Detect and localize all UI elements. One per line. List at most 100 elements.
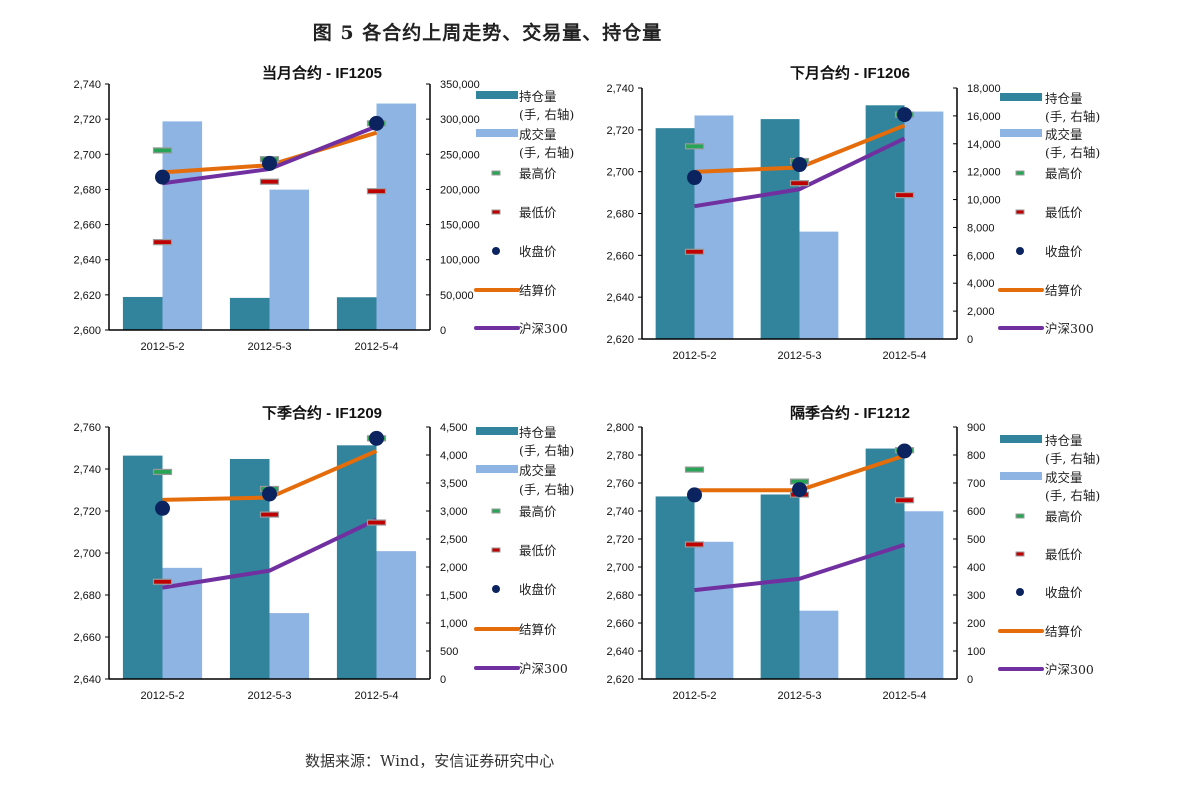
- close-price-dot: [155, 500, 170, 516]
- x-tick-label: 2012-5-4: [354, 690, 398, 702]
- volume-bar: [904, 111, 944, 340]
- right-tick-label: 500: [440, 646, 458, 658]
- legend-label-hs300: 沪深300: [519, 661, 568, 676]
- high-price-marker: [152, 468, 173, 476]
- left-tick-label: 2,700: [606, 562, 634, 574]
- low-price-marker: [152, 578, 173, 585]
- hs300-line: [162, 517, 378, 590]
- legend-marker-high: [1015, 513, 1025, 519]
- high-price-marker: [684, 143, 705, 150]
- right-tick-label: 0: [967, 334, 973, 346]
- legend-label-high: 最高价: [1045, 509, 1083, 524]
- low-price-marker: [366, 519, 387, 526]
- legend-marker-low: [491, 547, 501, 553]
- left-tick-label: 2,680: [73, 184, 101, 196]
- legend-label-high: 最高价: [519, 504, 557, 519]
- hs300-line: [694, 542, 906, 593]
- close-price-dot: [155, 169, 170, 185]
- left-tick-label: 2,680: [73, 590, 101, 602]
- legend-label-volume: 成交量: [519, 127, 557, 142]
- legend-label-hs300: 沪深300: [519, 321, 568, 336]
- x-tick-label: 2012-5-3: [247, 341, 291, 353]
- legend-label-settle: 结算价: [1045, 283, 1083, 298]
- legend-label-high: 最高价: [519, 166, 557, 181]
- left-tick-label: 2,640: [606, 292, 634, 304]
- right-tick-label: 2,000: [440, 562, 468, 574]
- open-interest-bar: [655, 496, 695, 679]
- open-interest-bar: [122, 296, 163, 330]
- volume-bar: [376, 103, 417, 330]
- low-price-marker: [684, 541, 705, 548]
- left-tick-label: 2,680: [606, 590, 634, 602]
- legend-label-open-interest-axis: (手, 右轴): [519, 443, 574, 458]
- low-price-marker: [894, 191, 915, 199]
- legend-label-open-interest-axis: (手, 右轴): [519, 107, 574, 122]
- right-tick-label: 2,000: [967, 306, 995, 318]
- chart-title: 下季合约 - IF1209: [262, 404, 382, 422]
- x-tick-label: 2012-5-4: [882, 690, 926, 702]
- high-price-marker: [684, 466, 705, 473]
- left-tick-label: 2,740: [73, 464, 101, 476]
- legend-marker-high: [491, 170, 501, 176]
- right-tick-label: 300: [967, 590, 985, 602]
- close-price-dot: [792, 482, 807, 498]
- right-tick-label: 0: [967, 674, 973, 686]
- legend-label-open-interest: 持仓量: [1045, 91, 1083, 106]
- open-interest-bar: [865, 448, 905, 679]
- close-price-dot: [262, 486, 277, 502]
- legend-swatch-open-interest: [476, 427, 518, 435]
- left-tick-label: 2,640: [73, 674, 101, 686]
- left-tick-label: 2,720: [73, 114, 101, 126]
- x-tick-label: 2012-5-2: [140, 690, 184, 702]
- legend-label-open-interest-axis: (手, 右轴): [1045, 109, 1100, 124]
- right-tick-label: 250,000: [440, 149, 480, 161]
- left-tick-label: 2,740: [73, 79, 101, 91]
- right-tick-label: 200: [967, 618, 985, 630]
- legend-marker-high: [491, 508, 501, 514]
- right-tick-label: 300,000: [440, 114, 480, 126]
- high-price-marker: [152, 147, 173, 154]
- legend-label-close: 收盘价: [1045, 244, 1083, 259]
- volume-bar: [269, 613, 310, 679]
- left-tick-label: 2,740: [606, 83, 634, 95]
- x-tick-label: 2012-5-3: [777, 350, 821, 362]
- legend-swatch-open-interest: [1000, 435, 1042, 443]
- right-tick-label: 3,000: [440, 506, 468, 518]
- right-tick-label: 600: [967, 506, 985, 518]
- left-tick-label: 2,700: [73, 548, 101, 560]
- legend-label-low: 最低价: [1045, 547, 1083, 562]
- right-tick-label: 4,000: [440, 450, 468, 462]
- legend-label-low: 最低价: [1045, 205, 1083, 220]
- legend-label-close: 收盘价: [519, 582, 557, 597]
- legend-label-volume-axis: (手, 右轴): [1045, 145, 1100, 160]
- chart-title: 下月合约 - IF1206: [790, 64, 910, 82]
- legend-label-settle: 结算价: [519, 622, 557, 637]
- close-price-dot: [369, 115, 384, 131]
- low-price-marker: [152, 239, 173, 246]
- low-price-marker: [684, 248, 705, 255]
- legend-label-settle: 结算价: [519, 283, 557, 298]
- left-tick-label: 2,660: [606, 618, 634, 630]
- legend-marker-low: [1015, 551, 1025, 557]
- legend-label-volume-axis: (手, 右轴): [1045, 488, 1100, 503]
- legend-swatch-volume: [1000, 129, 1042, 137]
- right-tick-label: 100: [967, 646, 985, 658]
- volume-bar: [904, 511, 944, 679]
- close-price-dot: [792, 157, 807, 173]
- legend-label-volume: 成交量: [519, 463, 557, 478]
- legend-marker-close: [1016, 588, 1024, 596]
- left-tick-label: 2,660: [73, 632, 101, 644]
- low-price-marker: [894, 497, 915, 504]
- right-tick-label: 500: [967, 534, 985, 546]
- right-tick-label: 350,000: [440, 79, 480, 91]
- close-price-dot: [687, 487, 702, 503]
- chart-panel-4: 隔季合约 - IF1212 2,620 2,640 2,660 2,680 2,700 2,…: [606, 404, 1100, 702]
- open-interest-bar: [336, 445, 377, 679]
- right-tick-label: 0: [440, 674, 446, 686]
- legend-marker-low: [491, 209, 501, 215]
- close-price-dot: [369, 430, 384, 446]
- right-tick-label: 18,000: [967, 83, 1001, 95]
